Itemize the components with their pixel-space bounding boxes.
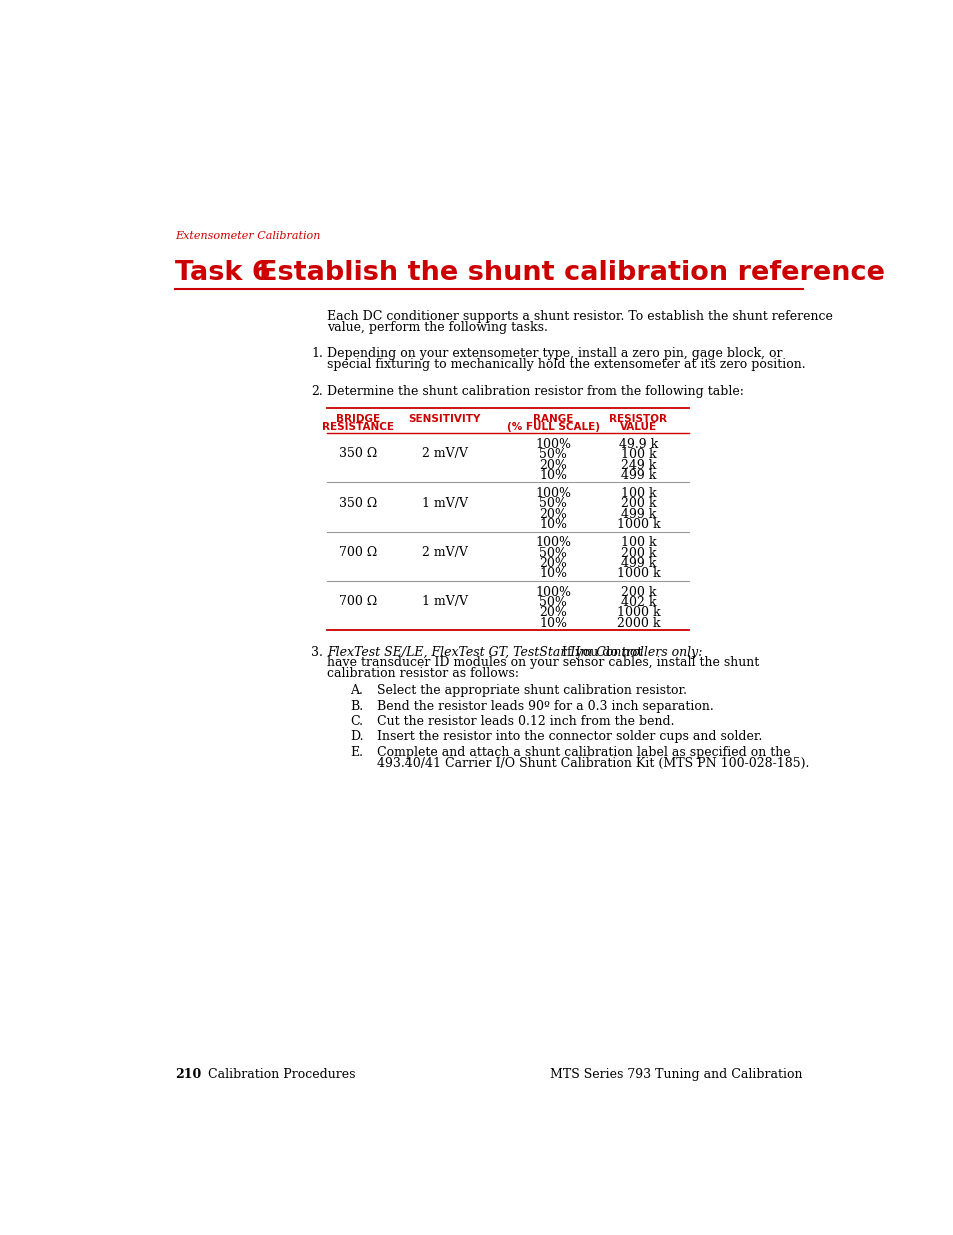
Text: Bend the resistor leads 90º for a 0.3 inch separation.: Bend the resistor leads 90º for a 0.3 in… [376, 699, 713, 713]
Text: A.: A. [350, 684, 363, 697]
Text: value, perform the following tasks.: value, perform the following tasks. [327, 321, 547, 335]
Text: MTS Series 793 Tuning and Calibration: MTS Series 793 Tuning and Calibration [550, 1068, 802, 1082]
Text: RANGE: RANGE [533, 414, 573, 424]
Text: 499 k: 499 k [620, 557, 656, 571]
Text: B.: B. [350, 699, 363, 713]
Text: 499 k: 499 k [620, 469, 656, 482]
Text: Select the appropriate shunt calibration resistor.: Select the appropriate shunt calibration… [376, 684, 686, 697]
Text: have transducer ID modules on your sensor cables, install the shunt: have transducer ID modules on your senso… [327, 656, 759, 669]
Text: 1 mV/V: 1 mV/V [421, 595, 467, 608]
Text: 50%: 50% [538, 448, 567, 461]
Text: 249 k: 249 k [620, 458, 656, 472]
Text: 10%: 10% [538, 519, 567, 531]
Text: SENSITIVITY: SENSITIVITY [408, 414, 480, 424]
Text: Complete and attach a shunt calibration label as specified on the: Complete and attach a shunt calibration … [376, 746, 789, 758]
Text: Task 6: Task 6 [174, 259, 271, 285]
Text: 700 Ω: 700 Ω [338, 546, 376, 559]
Text: FlexTest SE/LE, FlexTest GT, TestStar IIm Controllers only:: FlexTest SE/LE, FlexTest GT, TestStar II… [327, 646, 701, 658]
Text: Extensometer Calibration: Extensometer Calibration [174, 231, 320, 241]
Text: VALUE: VALUE [619, 422, 657, 432]
Text: Establish the shunt calibration reference: Establish the shunt calibration referenc… [258, 259, 883, 285]
Text: Each DC conditioner supports a shunt resistor. To establish the shunt reference: Each DC conditioner supports a shunt res… [327, 310, 832, 322]
Text: 402 k: 402 k [620, 597, 656, 609]
Text: 10%: 10% [538, 616, 567, 630]
Text: Cut the resistor leads 0.12 inch from the bend.: Cut the resistor leads 0.12 inch from th… [376, 715, 674, 727]
Text: 700 Ω: 700 Ω [338, 595, 376, 608]
Text: 350 Ω: 350 Ω [338, 447, 376, 461]
Text: Calibration Procedures: Calibration Procedures [192, 1068, 355, 1082]
Text: special fixturing to mechanically hold the extensometer at its zero position.: special fixturing to mechanically hold t… [327, 358, 804, 372]
Text: 20%: 20% [538, 557, 567, 571]
Text: 100 k: 100 k [620, 487, 656, 500]
Text: Determine the shunt calibration resistor from the following table:: Determine the shunt calibration resistor… [327, 385, 743, 399]
Text: 350 Ω: 350 Ω [338, 496, 376, 510]
Text: RESISTOR: RESISTOR [609, 414, 667, 424]
Text: (% FULL SCALE): (% FULL SCALE) [506, 422, 599, 432]
Text: 100%: 100% [535, 585, 571, 599]
Text: 2 mV/V: 2 mV/V [421, 546, 467, 559]
Text: 3.: 3. [311, 646, 323, 658]
Text: BRIDGE: BRIDGE [335, 414, 379, 424]
Text: 10%: 10% [538, 469, 567, 482]
Text: 100%: 100% [535, 437, 571, 451]
Text: 499 k: 499 k [620, 508, 656, 521]
Text: Depending on your extensometer type, install a zero pin, gage block, or: Depending on your extensometer type, ins… [327, 347, 781, 359]
Text: C.: C. [350, 715, 363, 727]
Text: 2.: 2. [311, 385, 323, 399]
Text: E.: E. [350, 746, 363, 758]
Text: 1000 k: 1000 k [616, 567, 659, 580]
Text: 2 mV/V: 2 mV/V [421, 447, 467, 461]
Text: 200 k: 200 k [620, 547, 656, 559]
Text: 100%: 100% [535, 487, 571, 500]
Text: 50%: 50% [538, 547, 567, 559]
Text: 20%: 20% [538, 508, 567, 521]
Text: 1 mV/V: 1 mV/V [421, 496, 467, 510]
Text: 50%: 50% [538, 597, 567, 609]
Text: 100%: 100% [535, 536, 571, 550]
Text: 20%: 20% [538, 458, 567, 472]
Text: If you do not: If you do not [558, 646, 641, 658]
Text: 493.40/41 Carrier I/O Shunt Calibration Kit (MTS PN 100-028-185).: 493.40/41 Carrier I/O Shunt Calibration … [376, 757, 808, 769]
Text: calibration resistor as follows:: calibration resistor as follows: [327, 667, 518, 680]
Text: 1.: 1. [311, 347, 323, 359]
Text: 210: 210 [174, 1068, 201, 1082]
Text: 1000 k: 1000 k [616, 606, 659, 619]
Text: 49.9 k: 49.9 k [618, 437, 658, 451]
Text: 50%: 50% [538, 498, 567, 510]
Text: 200 k: 200 k [620, 498, 656, 510]
Text: 1000 k: 1000 k [616, 519, 659, 531]
Text: RESISTANCE: RESISTANCE [321, 422, 394, 432]
Text: 10%: 10% [538, 567, 567, 580]
Text: 100 k: 100 k [620, 448, 656, 461]
Text: 20%: 20% [538, 606, 567, 619]
Text: 100 k: 100 k [620, 536, 656, 550]
Text: D.: D. [350, 730, 363, 743]
Text: Insert the resistor into the connector solder cups and solder.: Insert the resistor into the connector s… [376, 730, 761, 743]
Text: 200 k: 200 k [620, 585, 656, 599]
Text: 2000 k: 2000 k [616, 616, 659, 630]
